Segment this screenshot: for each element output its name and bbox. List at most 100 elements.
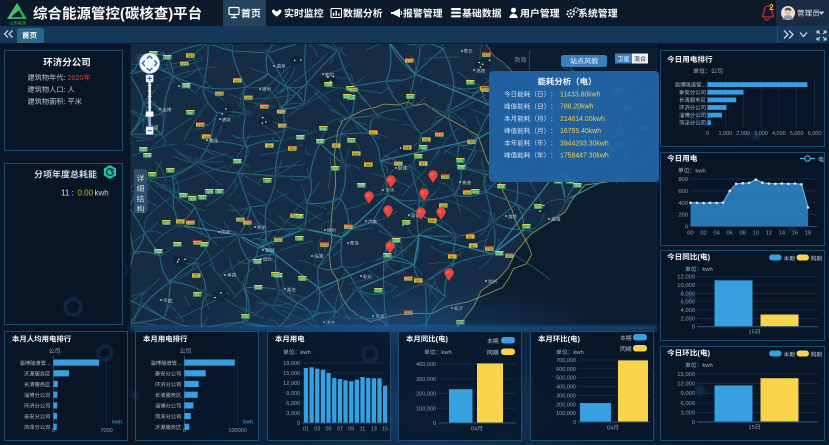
svg-text:G2: G2 <box>195 293 200 297</box>
svg-text:08: 08 <box>739 231 745 237</box>
svg-text:S16: S16 <box>404 146 410 150</box>
svg-text:2020: 2020 <box>68 73 84 82</box>
svg-text:G35: G35 <box>325 83 331 87</box>
svg-text:G35: G35 <box>296 215 302 219</box>
svg-text::: : <box>64 85 66 94</box>
svg-text:G220: G220 <box>180 63 188 67</box>
svg-text:): ) <box>708 253 711 262</box>
svg-text:11 :: 11 : <box>61 189 74 198</box>
svg-text:6,000: 6,000 <box>680 300 695 306</box>
svg-text:kwh: kwh <box>702 267 712 273</box>
svg-text:06: 06 <box>726 231 732 237</box>
svg-text:G3: G3 <box>188 112 193 116</box>
svg-text:18: 18 <box>805 231 811 237</box>
svg-text:S1: S1 <box>468 236 472 240</box>
svg-text:09: 09 <box>348 427 354 433</box>
svg-text:kwh: kwh <box>112 420 122 426</box>
svg-text:G2: G2 <box>165 56 170 60</box>
svg-text:0: 0 <box>692 325 695 331</box>
svg-text:G22: G22 <box>141 148 147 152</box>
svg-text:1758447.30kwh: 1758447.30kwh <box>560 153 609 160</box>
svg-text:...: ... <box>46 361 50 367</box>
svg-text:0: 0 <box>573 420 576 426</box>
svg-text:300,000: 300,000 <box>416 377 436 383</box>
svg-text:12,000: 12,000 <box>677 275 695 281</box>
svg-text:G3: G3 <box>297 237 302 241</box>
svg-text:G35: G35 <box>359 184 365 188</box>
svg-text:100000: 100000 <box>228 428 246 434</box>
svg-text:): ) <box>708 349 711 358</box>
svg-text:S16: S16 <box>429 219 435 223</box>
svg-text:788.20kwh: 788.20kwh <box>560 104 593 111</box>
svg-text:4,000: 4,000 <box>680 308 695 314</box>
svg-text::: : <box>64 73 66 82</box>
svg-text:kwh: kwh <box>695 169 705 175</box>
svg-text:G3: G3 <box>421 146 426 150</box>
svg-text:0: 0 <box>706 131 709 137</box>
svg-text:04: 04 <box>607 426 614 432</box>
svg-text:2,000: 2,000 <box>680 316 695 322</box>
svg-text:G15: G15 <box>415 155 421 159</box>
svg-text::: : <box>64 97 66 106</box>
svg-text:G105: G105 <box>290 214 298 218</box>
svg-text:600: 600 <box>678 189 688 195</box>
svg-text:1,000: 1,000 <box>718 131 732 137</box>
svg-text:G20: G20 <box>201 243 207 247</box>
svg-text:G25: G25 <box>234 160 240 164</box>
svg-text:S1: S1 <box>450 256 454 260</box>
svg-text:(: ( <box>697 253 700 262</box>
svg-text:0: 0 <box>692 420 695 426</box>
svg-text:15: 15 <box>382 427 388 433</box>
svg-text:G205: G205 <box>486 247 494 251</box>
svg-text:7000: 7000 <box>100 428 112 434</box>
svg-text:G105: G105 <box>349 89 357 93</box>
svg-text:G25: G25 <box>498 185 504 189</box>
svg-text:G20: G20 <box>575 184 581 188</box>
svg-text:15: 15 <box>748 425 754 431</box>
svg-text:10: 10 <box>753 231 759 237</box>
svg-text:G205: G205 <box>278 111 286 115</box>
svg-text:G3: G3 <box>200 196 205 200</box>
svg-text:G105: G105 <box>406 60 414 64</box>
svg-text:6,000: 6,000 <box>808 131 822 137</box>
svg-text:S29: S29 <box>464 192 470 196</box>
svg-text:G25: G25 <box>254 260 260 264</box>
svg-text:3,000: 3,000 <box>286 411 300 417</box>
svg-text:kwh: kwh <box>95 189 109 198</box>
svg-text:S26: S26 <box>177 221 183 225</box>
svg-text:214614.00kwh: 214614.00kwh <box>560 116 605 123</box>
svg-text:S1: S1 <box>471 245 475 249</box>
svg-text:G20: G20 <box>297 136 303 140</box>
svg-text:S29: S29 <box>204 135 210 139</box>
svg-text:12,000: 12,000 <box>677 382 695 388</box>
svg-text:(: ( <box>697 349 700 358</box>
svg-text:G220: G220 <box>344 225 352 229</box>
svg-text:G22: G22 <box>155 250 161 254</box>
svg-text:400: 400 <box>678 201 688 207</box>
svg-text:G205: G205 <box>193 241 201 245</box>
svg-text:700,000: 700,000 <box>556 358 576 364</box>
svg-text:15: 15 <box>748 330 754 336</box>
svg-text:G2: G2 <box>150 173 155 177</box>
svg-text:...: ... <box>177 361 181 367</box>
svg-text:G2: G2 <box>265 180 270 184</box>
svg-text:G20: G20 <box>523 225 529 229</box>
svg-text:G308: G308 <box>215 93 223 97</box>
svg-text:2: 2 <box>769 3 774 12</box>
svg-text:400,000: 400,000 <box>416 362 436 368</box>
svg-text:kwh: kwh <box>300 350 310 356</box>
svg-text:12: 12 <box>766 231 772 237</box>
svg-text:800: 800 <box>678 177 688 183</box>
svg-text:100,000: 100,000 <box>556 411 576 417</box>
svg-text:...: ... <box>702 83 707 89</box>
svg-text:G25: G25 <box>255 286 261 290</box>
svg-text:G35: G35 <box>174 243 180 247</box>
svg-text:G308: G308 <box>505 254 513 258</box>
svg-text:500,000: 500,000 <box>556 376 576 382</box>
svg-text:07: 07 <box>337 427 343 433</box>
svg-text:G25: G25 <box>145 154 151 158</box>
svg-text:12,000: 12,000 <box>283 381 300 387</box>
svg-text:G220: G220 <box>274 238 282 242</box>
svg-text:S11: S11 <box>366 163 372 167</box>
svg-text:9,000: 9,000 <box>680 391 695 397</box>
